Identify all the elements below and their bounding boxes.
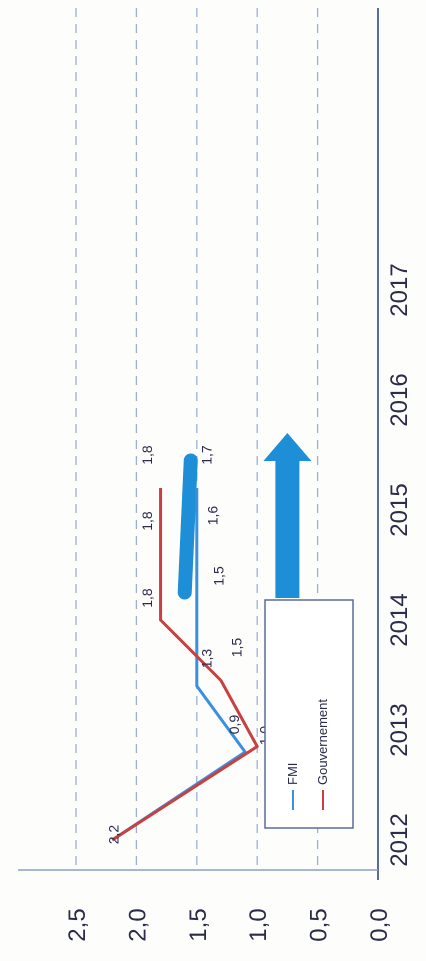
trend-arrow: [263, 433, 312, 598]
data-label: 1,6: [204, 506, 220, 526]
y-tick-label: 1,0: [245, 908, 272, 941]
data-label: 1,8: [139, 445, 155, 465]
x-tick-label: 2017: [386, 263, 413, 316]
legend-label-fmi: FMI: [285, 763, 300, 785]
data-label: 1,7: [198, 445, 214, 465]
data-label: 1,8: [139, 588, 155, 608]
legend-box: [264, 599, 354, 829]
range-bar: [177, 453, 198, 600]
data-label: 1,3: [198, 649, 214, 669]
data-label: 2,2: [105, 825, 121, 845]
y-tick-label: 0,0: [366, 908, 393, 941]
x-tick-label: 2015: [386, 483, 413, 536]
y-tick-label: 2,5: [64, 908, 91, 941]
y-tick-label: 0,5: [306, 908, 333, 941]
x-tick-label: 2013: [386, 703, 413, 756]
data-label: 1,5: [228, 638, 244, 658]
data-label: 1,8: [139, 511, 155, 531]
x-tick-label: 2014: [386, 593, 413, 646]
y-tick-label: 1,5: [185, 908, 212, 941]
legend: FMI Gouvernement: [264, 599, 354, 829]
s-line-fmi: [111, 488, 247, 842]
legend-label-gouvernement: Gouvernement: [315, 699, 330, 785]
y-tick-label: 2,0: [124, 908, 151, 941]
data-label: 1,5: [210, 566, 226, 586]
x-tick-label: 2012: [386, 813, 413, 866]
x-tick-label: 2016: [386, 373, 413, 426]
data-label: 0,9: [226, 715, 242, 735]
s-line-gouvernement: [111, 488, 259, 842]
